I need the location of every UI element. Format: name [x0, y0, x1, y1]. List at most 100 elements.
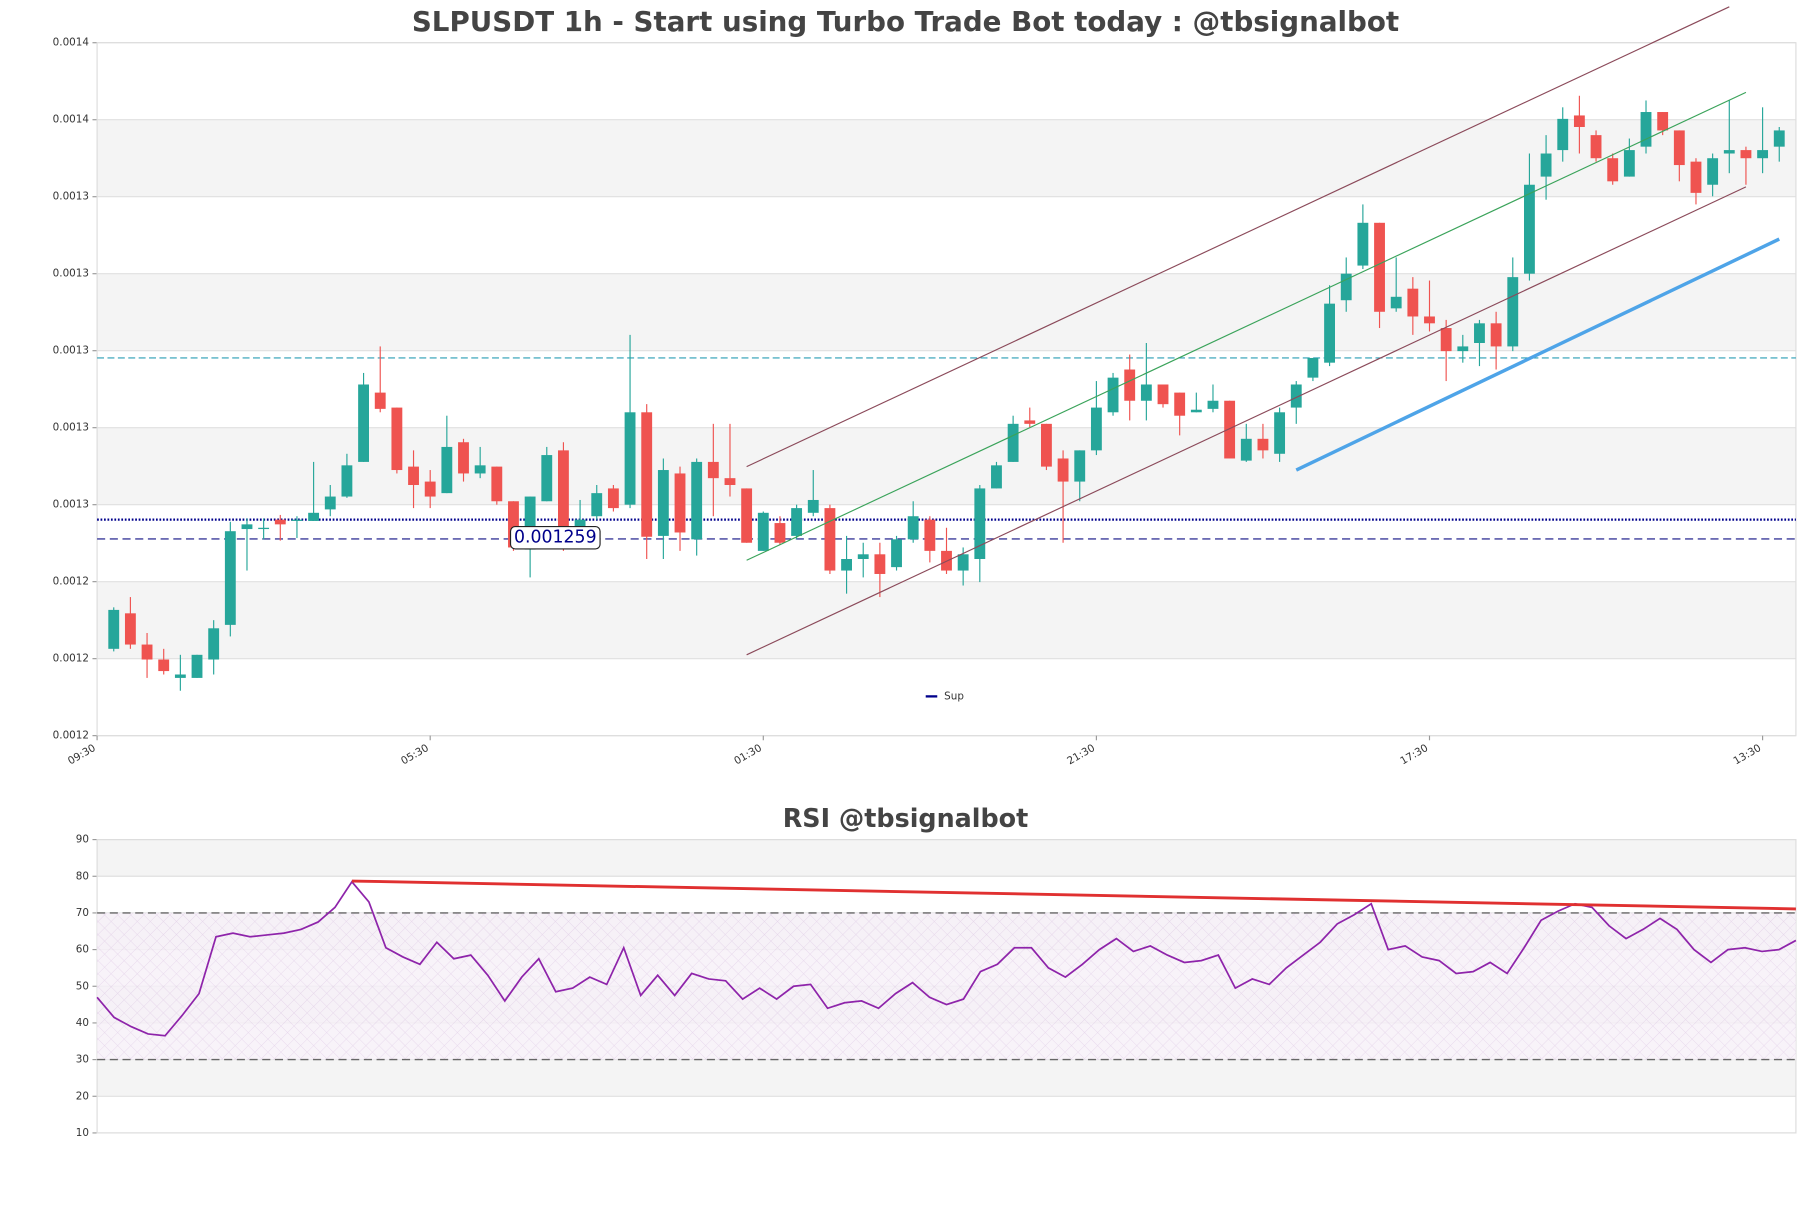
grid-band [97, 839, 1796, 877]
candle-body [1673, 130, 1685, 166]
y-tick-label: 0.0012 [53, 730, 89, 742]
candle-body [1623, 150, 1635, 177]
candle-body [474, 465, 486, 474]
y-tick-label: 70 [76, 907, 89, 919]
candle-body [1390, 296, 1402, 309]
x-tick-label: 21:30 [1065, 742, 1097, 767]
candle-body [574, 519, 586, 528]
candle-body [991, 465, 1002, 489]
candle-body [158, 659, 170, 672]
candle-body [1140, 384, 1152, 401]
legend-label: Sup [944, 690, 964, 702]
candle-body [1573, 115, 1585, 127]
x-tick-label: 17:30 [1398, 742, 1430, 767]
candle-body [1207, 400, 1219, 409]
candle-body [291, 519, 303, 521]
candle-body [458, 442, 469, 474]
candle-body [174, 674, 186, 678]
candle-body [491, 466, 503, 502]
candle-body [1274, 412, 1286, 454]
last-price-box [509, 526, 601, 550]
candle-body [1340, 273, 1352, 301]
y-tick-label: 0.0014 [53, 37, 90, 49]
candle-body [408, 466, 419, 486]
candle-body [1424, 316, 1435, 324]
candle-body [241, 524, 253, 530]
candle-body [308, 512, 320, 521]
candle-body [1057, 458, 1069, 482]
y-tick-label: 30 [76, 1054, 89, 1066]
y-tick-label: 90 [76, 834, 89, 846]
candle-body [807, 499, 819, 513]
candle-body [891, 539, 902, 568]
candle-body [741, 488, 753, 543]
y-tick-label: 80 [76, 870, 89, 882]
grid-band [97, 581, 1796, 659]
candle-body [1440, 328, 1452, 352]
candle-body [1773, 130, 1785, 147]
candle-body [924, 519, 936, 551]
candle-body [1157, 384, 1169, 405]
y-tick-label: 0.0012 [53, 653, 89, 665]
candle-body [1357, 222, 1369, 266]
y-tick-label: 0.0013 [53, 499, 89, 511]
candle-body [707, 461, 719, 479]
candle-body [974, 488, 986, 560]
candle-body [1374, 222, 1385, 312]
candle-body [1190, 409, 1202, 413]
candle-body [191, 654, 203, 678]
y-tick-label: 40 [76, 1017, 89, 1029]
candle-body [641, 412, 653, 537]
candle-body [541, 455, 553, 502]
level-zone [97, 912, 1796, 1060]
candle-body [791, 508, 803, 536]
candle-body [441, 446, 453, 494]
candle-body [324, 496, 336, 510]
candle-body [1590, 135, 1602, 159]
candle-body [674, 473, 686, 533]
candle-body [1707, 158, 1719, 185]
y-tick-label: 20 [76, 1090, 89, 1102]
candle-body [907, 516, 919, 540]
y-tick-label: 60 [76, 944, 89, 956]
trend-line [1295, 237, 1781, 472]
rsi-line [96, 880, 1797, 1037]
candle-body [774, 523, 786, 543]
candle-body [341, 465, 353, 497]
y-tick-label: 0.0012 [53, 576, 89, 588]
candle-body [607, 488, 619, 509]
candle-body [391, 407, 403, 471]
candle-body [524, 496, 536, 550]
candle-body [124, 613, 136, 645]
candle-body [424, 481, 436, 497]
candle-body [1107, 377, 1119, 413]
candle-body [691, 461, 703, 540]
candle-body [724, 478, 736, 486]
y-tick-label: 10 [76, 1127, 89, 1139]
candle-body [1090, 407, 1102, 451]
candle-body [1507, 277, 1519, 347]
x-tick-label: 05:30 [399, 742, 431, 767]
candle-body [957, 554, 969, 571]
candle-body [1041, 423, 1052, 467]
rsi-title: RSI @tbsignalbot [783, 803, 1028, 833]
candle-body [1490, 323, 1502, 347]
candle-body [1007, 423, 1019, 462]
candle-body [1324, 303, 1335, 363]
candle-body [1224, 400, 1236, 459]
candle-body [874, 554, 886, 574]
candle-body [1607, 158, 1619, 182]
grid-band [97, 119, 1796, 197]
y-tick-label: 0.0013 [53, 345, 89, 357]
candle-body [1740, 150, 1752, 159]
candle-body [108, 609, 120, 649]
candle-body [1307, 357, 1319, 378]
candle-body [824, 508, 836, 571]
y-tick-label: 0.0013 [53, 191, 89, 203]
candle-body [1540, 153, 1552, 177]
candle-body [1174, 392, 1186, 416]
grid-band [97, 1059, 1796, 1097]
candle-body [558, 450, 569, 528]
